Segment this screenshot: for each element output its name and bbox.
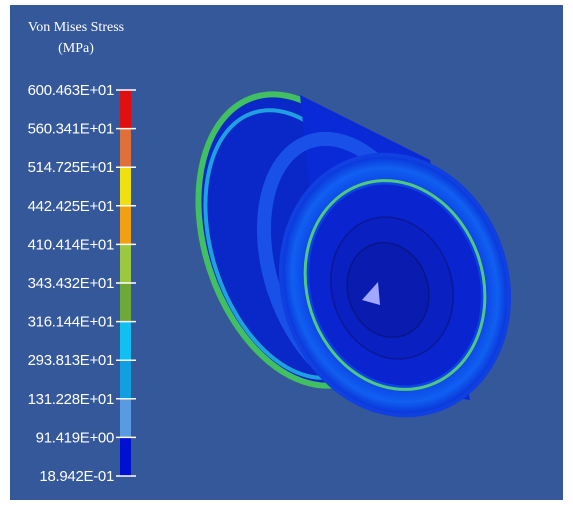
legend-label: 131.228E+01 bbox=[28, 391, 114, 408]
color-segment bbox=[120, 167, 131, 206]
legend-label: 343.432E+01 bbox=[28, 275, 114, 292]
legend-label: 442.425E+01 bbox=[28, 198, 114, 215]
color-segment bbox=[120, 283, 131, 322]
color-segment bbox=[120, 90, 131, 129]
legend-label: 293.813E+01 bbox=[28, 352, 114, 369]
color-segment bbox=[120, 399, 131, 438]
legend-label: 514.725E+01 bbox=[28, 159, 114, 176]
color-segment bbox=[120, 437, 131, 476]
legend-label: 91.419E+00 bbox=[36, 429, 114, 446]
color-segment bbox=[120, 206, 131, 245]
color-segment bbox=[120, 244, 131, 283]
color-segment bbox=[120, 360, 131, 399]
legend-label: 560.341E+01 bbox=[28, 121, 114, 138]
legend-unit: (MPa) bbox=[58, 41, 94, 56]
color-segment bbox=[120, 129, 131, 168]
screenshot: Von Mises Stress (MPa) 600.463E+01 560.34… bbox=[0, 0, 573, 508]
legend-label: 18.942E-01 bbox=[39, 468, 114, 485]
legend-label: 316.144E+01 bbox=[28, 314, 114, 331]
legend-title: Von Mises Stress bbox=[28, 20, 124, 35]
legend-label: 600.463E+01 bbox=[28, 82, 114, 99]
color-segment bbox=[120, 322, 131, 361]
legend-label: 410.414E+01 bbox=[28, 236, 114, 253]
